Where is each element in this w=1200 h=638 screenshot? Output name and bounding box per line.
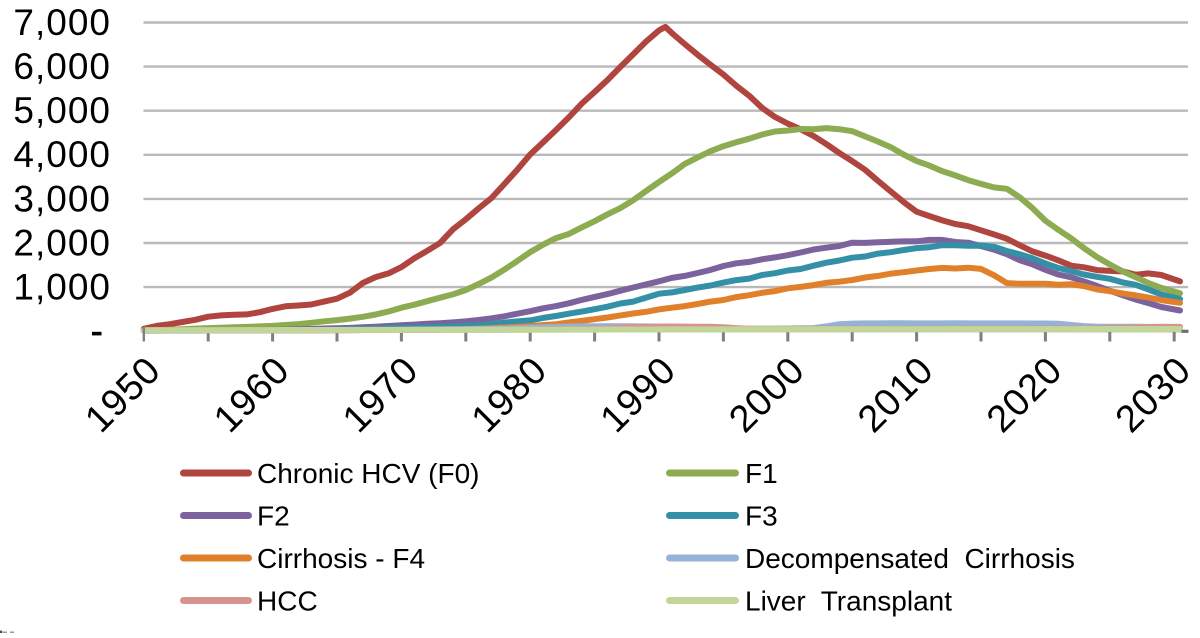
svg-text:Cirrhosis - F4: Cirrhosis - F4 [257,543,425,574]
svg-text:HCC: HCC [257,585,318,616]
svg-text:F1: F1 [745,458,778,489]
svg-text:4,000: 4,000 [13,134,111,175]
svg-text:3,000: 3,000 [13,178,111,219]
svg-text:F3: F3 [745,500,778,531]
svg-text:5,000: 5,000 [13,90,111,131]
svg-text:7,000: 7,000 [13,2,111,43]
svg-text:6,000: 6,000 [13,46,111,87]
svg-text:Liver Transplant: Liver Transplant [745,585,952,616]
svg-text:2,000: 2,000 [13,222,111,263]
svg-text:F2: F2 [257,500,290,531]
svg-text:Chronic HCV (F0): Chronic HCV (F0) [257,458,479,489]
svg-text:Decompensated Cirrhosis: Decompensated Cirrhosis [745,543,1075,574]
svg-text:1,000: 1,000 [13,267,111,308]
